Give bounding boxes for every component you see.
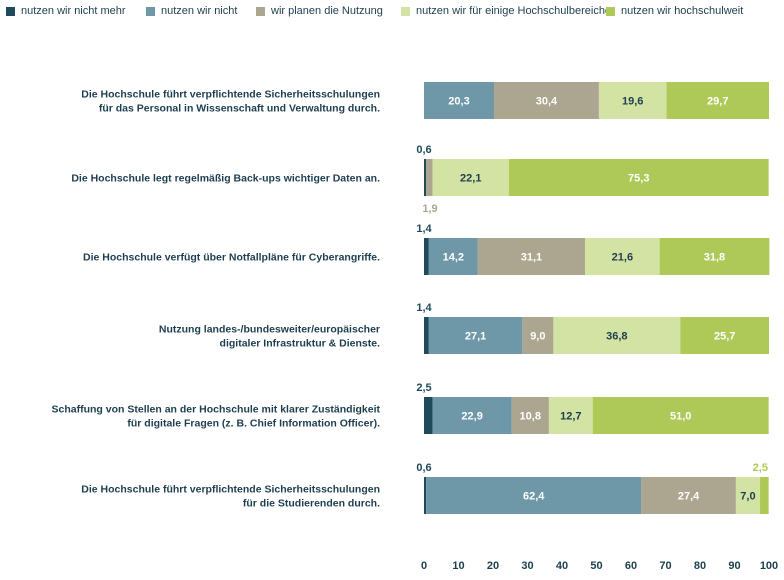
legend-label: wir planen die Nutzung	[271, 5, 383, 17]
data-label: 7,0	[740, 491, 755, 503]
legend-swatch	[6, 6, 15, 16]
bar-segment	[424, 317, 429, 354]
bar-segment	[426, 477, 642, 514]
bar-segment	[424, 477, 427, 514]
data-label: 51,0	[670, 411, 691, 423]
x-tick-label: 30	[521, 560, 533, 572]
data-label: 30,4	[536, 96, 558, 108]
bar-segment	[424, 238, 429, 275]
bar-segment	[680, 317, 769, 354]
bar-segment	[424, 82, 495, 119]
bar-segment	[477, 238, 586, 275]
data-label: 1,4	[416, 302, 432, 314]
data-label: 2,5	[416, 382, 431, 394]
bar-segment	[522, 317, 554, 354]
x-tick-label: 70	[659, 560, 671, 572]
data-label: 9,0	[530, 331, 545, 343]
data-label: 20,3	[448, 96, 469, 108]
data-label: 1,4	[416, 223, 432, 235]
category-label: für die Studierenden durch.	[243, 498, 380, 510]
category-label: Die Hochschule führt verpflichtende Sich…	[81, 89, 380, 101]
data-label: 1,9	[422, 203, 437, 215]
x-tick-label: 0	[421, 560, 427, 572]
legend-swatch	[256, 6, 265, 16]
data-label: 36,8	[606, 331, 627, 343]
data-label: 31,8	[704, 252, 725, 264]
data-label: 29,7	[707, 96, 728, 108]
bar-segment	[508, 159, 769, 196]
bar-segment	[666, 82, 769, 119]
legend-swatch	[146, 6, 155, 16]
legend-swatch	[401, 6, 410, 16]
data-label: 0,6	[416, 144, 431, 156]
bar-segment	[760, 477, 769, 514]
legend-swatch	[606, 6, 615, 16]
x-tick-label: 60	[625, 560, 637, 572]
bar-segment	[659, 238, 770, 275]
category-label: für das Personal in Wissenschaft und Ver…	[99, 103, 380, 115]
x-tick-label: 90	[728, 560, 740, 572]
bar-segment	[511, 397, 549, 434]
legend-label: nutzen wir nicht	[161, 5, 238, 17]
x-tick-label: 50	[590, 560, 602, 572]
legend-item: nutzen wir nicht mehr	[6, 5, 126, 17]
bar-segment	[548, 397, 593, 434]
bar-segment	[641, 477, 736, 514]
category-label: digitaler Infrastruktur & Dienste.	[220, 338, 381, 350]
category-label: Die Hochschule verfügt über Notfallpläne…	[83, 252, 380, 264]
data-label: 19,6	[622, 96, 643, 108]
legend-label: nutzen wir hochschulweit	[621, 5, 744, 17]
bar-segment	[426, 159, 433, 196]
category-label: Nutzung landes-/bundesweiter/europäische…	[159, 324, 380, 336]
category-label: für digitale Fragen (z. B. Chief Informa…	[127, 418, 380, 430]
bar-segment	[432, 159, 509, 196]
data-label: 10,8	[520, 411, 541, 423]
bar-segment	[553, 317, 681, 354]
x-tick-label: 100	[760, 560, 778, 572]
bar-segment	[585, 238, 660, 275]
chart-legend: nutzen wir nicht mehr nutzen wir nicht wir…	[6, 5, 784, 21]
legend-item: nutzen wir nicht	[146, 5, 237, 17]
x-tick-label: 10	[452, 560, 464, 572]
bar-segment	[424, 159, 427, 196]
legend-item: nutzen wir hochschulweit	[606, 5, 743, 17]
bar-segment	[598, 82, 667, 119]
category-label: Die Hochschule legt regelmäßig Back-ups …	[71, 173, 380, 185]
legend-label: nutzen wir für einige Hochschulbereiche	[416, 5, 612, 17]
data-label: 0,6	[416, 462, 431, 474]
data-label: 31,1	[521, 252, 542, 264]
data-label: 21,6	[612, 252, 633, 264]
category-label: Die Hochschule führt verpflichtende Sich…	[81, 484, 380, 496]
bar-segment	[592, 397, 769, 434]
bar-segment	[735, 477, 761, 514]
data-label: 14,2	[443, 252, 464, 264]
data-label: 2,5	[753, 462, 768, 474]
category-label: Schaffung von Stellen an der Hochschule …	[52, 404, 381, 416]
legend-item: wir planen die Nutzung	[256, 5, 383, 17]
data-label: 22,9	[461, 411, 482, 423]
legend-item: nutzen wir für einige Hochschulbereiche	[401, 5, 611, 17]
bar-segment	[428, 317, 523, 354]
bar-segment	[494, 82, 599, 119]
bar-segment	[428, 238, 478, 275]
data-label: 27,4	[678, 491, 700, 503]
data-label: 75,3	[628, 173, 649, 185]
x-tick-label: 20	[487, 560, 499, 572]
data-label: 62,4	[523, 491, 545, 503]
legend-label: nutzen wir nicht mehr	[21, 5, 126, 17]
data-label: 12,7	[560, 411, 581, 423]
x-tick-label: 40	[556, 560, 568, 572]
data-label: 27,1	[465, 331, 486, 343]
x-tick-label: 80	[694, 560, 706, 572]
bar-segment	[424, 397, 433, 434]
bar-segment	[432, 397, 512, 434]
data-label: 25,7	[714, 331, 735, 343]
data-label: 22,1	[460, 173, 481, 185]
